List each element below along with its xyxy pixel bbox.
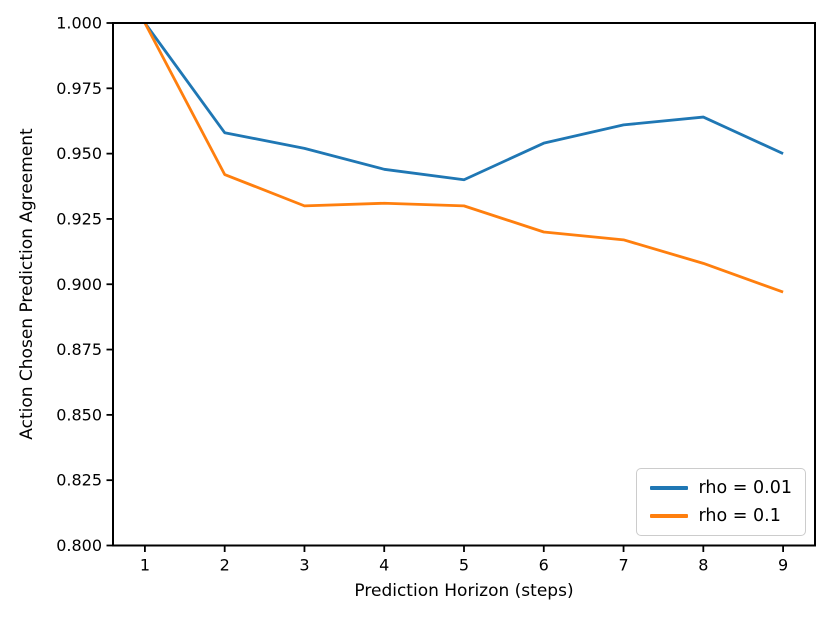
- y-tick-label: 0.925: [56, 209, 102, 228]
- series-line: [143, 22, 784, 294]
- x-tick-label: 8: [698, 556, 708, 575]
- y-tick-label: 0.850: [56, 405, 102, 424]
- y-tick-label: 0.975: [56, 79, 102, 98]
- legend-item-rho-0-1: rho = 0.1: [649, 502, 792, 530]
- x-tick-label: 4: [379, 556, 389, 575]
- y-tick-label: 0.875: [56, 340, 102, 359]
- y-tick-label: 0.800: [56, 536, 102, 555]
- series-line: [143, 22, 784, 182]
- y-tick-label: 0.950: [56, 144, 102, 163]
- x-tick-label: 6: [539, 556, 549, 575]
- legend: rho = 0.01 rho = 0.1: [635, 468, 806, 536]
- y-tick-label: 1.000: [56, 14, 102, 33]
- x-tick-label: 9: [778, 556, 788, 575]
- x-tick-label: 3: [299, 556, 309, 575]
- legend-line-sample-icon: [649, 514, 688, 518]
- legend-item-rho-0-01: rho = 0.01: [649, 474, 792, 502]
- x-axis-label: Prediction Horizon (steps): [354, 581, 574, 601]
- x-tick-label: 5: [459, 556, 469, 575]
- legend-label: rho = 0.1: [698, 506, 781, 526]
- y-tick-label: 0.825: [56, 471, 102, 490]
- axes-spines: [112, 22, 816, 547]
- y-tick-label: 0.900: [56, 275, 102, 294]
- legend-label: rho = 0.01: [698, 478, 792, 498]
- x-tick-label: 2: [220, 556, 230, 575]
- legend-line-sample-icon: [649, 486, 688, 490]
- y-axis-label: Action Chosen Prediction Agreement: [17, 128, 37, 440]
- x-tick-label: 7: [618, 556, 628, 575]
- x-tick-label: 1: [140, 556, 150, 575]
